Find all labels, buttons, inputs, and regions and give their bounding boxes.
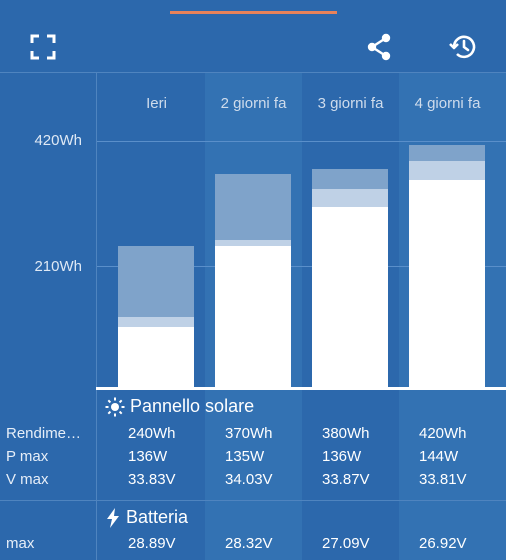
table-cell: 28.89V <box>128 535 176 552</box>
energy-chart: 420Wh 210Wh Ieri 2 giorni fa 3 giorni fa… <box>0 73 506 389</box>
share-button[interactable] <box>355 23 403 71</box>
status-strip <box>0 0 506 14</box>
day-label: 3 giorni fa <box>317 95 384 112</box>
y-tick-label: 420Wh <box>34 132 82 149</box>
row-label: P max <box>6 448 49 465</box>
chart-baseline <box>96 387 506 390</box>
table-cell: 380Wh <box>322 425 370 442</box>
bar-segment-top <box>312 168 388 190</box>
column-shade-4-lower <box>399 390 506 560</box>
active-tab-indicator <box>170 11 337 14</box>
bar-segment-top <box>118 246 194 318</box>
row-label: max <box>6 535 35 552</box>
bar-segment-top <box>409 144 485 161</box>
fullscreen-icon <box>30 34 56 60</box>
column-shade-2-lower <box>205 390 302 560</box>
bar-segment-bottom <box>312 206 388 387</box>
table-cell: 28.32V <box>225 535 273 552</box>
bolt-icon <box>107 507 119 528</box>
table-cell: 27.09V <box>322 535 370 552</box>
table-cell: 33.81V <box>419 471 467 488</box>
table-cell: 34.03V <box>225 471 273 488</box>
table-cell: 136W <box>128 448 168 465</box>
battery-section-header: Batteria <box>105 507 188 528</box>
table-cell: 240Wh <box>128 425 176 442</box>
bar-segment-middle <box>312 189 388 207</box>
battery-section-title: Batteria <box>126 507 189 527</box>
table-cell: 370Wh <box>225 425 273 442</box>
solar-section-header: Pannello solare <box>105 396 254 417</box>
table-cell: 135W <box>225 448 265 465</box>
toolbar <box>0 14 506 72</box>
chart-left-axis <box>96 73 97 560</box>
share-icon <box>367 33 391 61</box>
bar-segment-middle <box>215 239 291 246</box>
history-icon <box>449 35 476 59</box>
table-cell: 33.83V <box>128 471 176 488</box>
table-cell: 420Wh <box>419 425 467 442</box>
bar-segment-bottom <box>215 245 291 387</box>
gridline-420 <box>97 141 506 142</box>
bar-segment-middle <box>409 160 485 181</box>
day-label: 4 giorni fa <box>414 95 481 112</box>
sun-icon <box>105 397 125 416</box>
bar-segment-middle <box>118 317 194 327</box>
y-tick-label: 210Wh <box>34 258 82 275</box>
day-label: 2 giorni fa <box>220 95 287 112</box>
table-cell: 26.92V <box>419 535 467 552</box>
bar-segment-top <box>215 173 291 240</box>
table-cell: 33.87V <box>322 471 370 488</box>
table-cell: 136W <box>322 448 362 465</box>
bar-segment-bottom <box>118 326 194 387</box>
table-cell: 144W <box>419 448 459 465</box>
toolbar-divider <box>0 72 506 73</box>
day-label: Ieri <box>146 95 167 112</box>
row-label: V max <box>6 471 49 488</box>
fullscreen-button[interactable] <box>19 23 67 71</box>
row-label: Rendime… <box>6 425 82 442</box>
bar-segment-bottom <box>409 180 485 387</box>
section-divider <box>0 500 506 501</box>
history-button[interactable] <box>439 23 487 71</box>
gridline-210 <box>97 266 506 267</box>
solar-section-title: Pannello solare <box>130 396 255 416</box>
